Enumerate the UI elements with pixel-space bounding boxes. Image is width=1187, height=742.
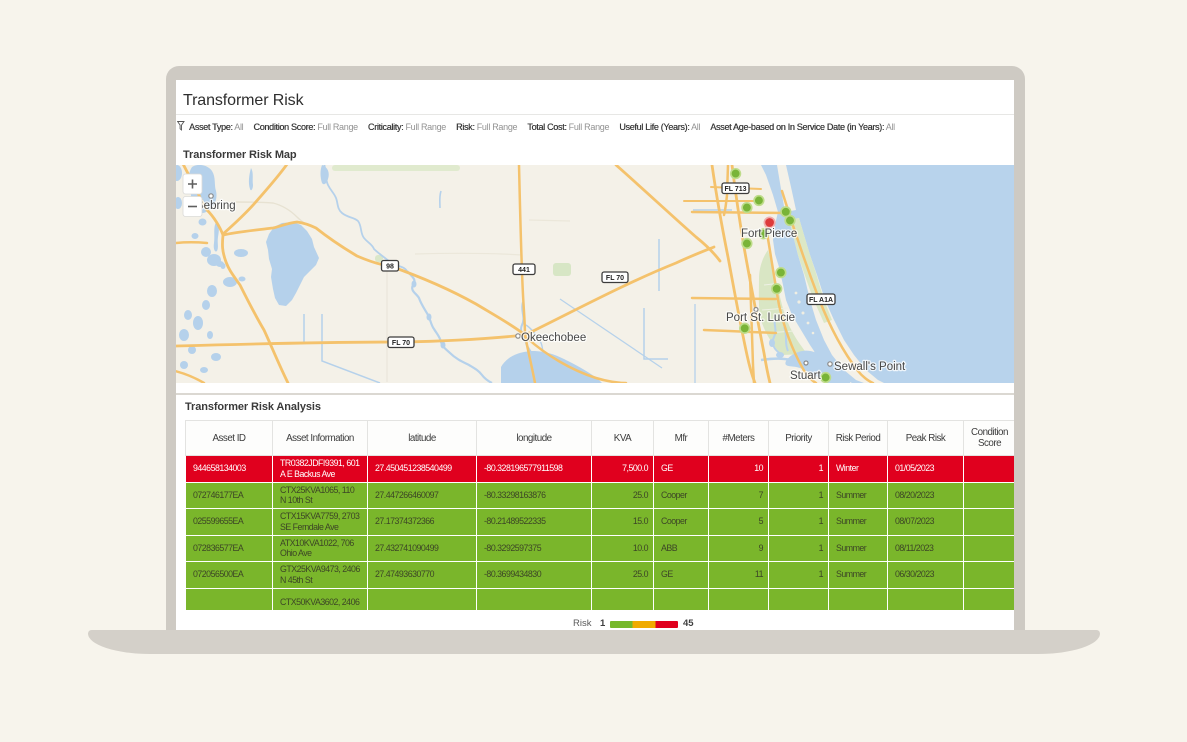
- svg-text:Sebring: Sebring: [196, 200, 236, 212]
- svg-text:FL 713: FL 713: [724, 186, 746, 193]
- svg-text:Sewall's Point: Sewall's Point: [834, 361, 906, 373]
- svg-text:441: 441: [518, 267, 530, 274]
- svg-text:Fort Pierce: Fort Pierce: [741, 228, 797, 240]
- svg-text:Port St. Lucie: Port St. Lucie: [726, 312, 795, 324]
- svg-text:Stuart: Stuart: [790, 370, 821, 382]
- svg-text:FL 70: FL 70: [392, 340, 410, 347]
- svg-text:Okeechobee: Okeechobee: [521, 332, 586, 344]
- svg-text:98: 98: [386, 264, 394, 271]
- svg-text:FL A1A: FL A1A: [809, 297, 833, 304]
- svg-text:FL 70: FL 70: [606, 275, 624, 282]
